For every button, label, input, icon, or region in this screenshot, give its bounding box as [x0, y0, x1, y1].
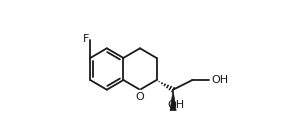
Polygon shape	[170, 90, 176, 111]
Text: OH: OH	[167, 100, 185, 110]
Text: F: F	[82, 34, 89, 44]
Text: OH: OH	[212, 75, 229, 85]
Text: O: O	[136, 92, 144, 102]
